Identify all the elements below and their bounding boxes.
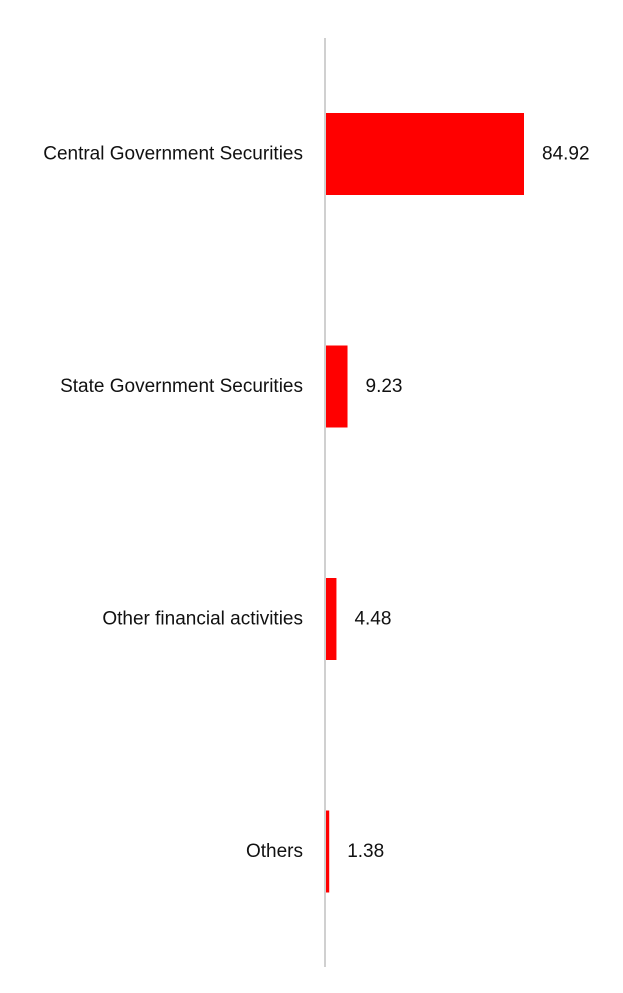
category-label-2: Other financial activities — [102, 609, 303, 630]
value-label-2: 4.48 — [354, 609, 391, 630]
category-label-3: Others — [246, 841, 303, 862]
category-labels-group: Central Government Securities State Gover… — [43, 144, 303, 863]
bar-1 — [326, 345, 348, 428]
category-label-0: Central Government Securities — [43, 144, 303, 165]
value-label-0: 84.92 — [542, 144, 590, 165]
bar-3 — [326, 810, 330, 893]
value-label-1: 9.23 — [366, 376, 403, 397]
value-label-3: 1.38 — [347, 841, 384, 862]
value-labels-group: 84.92 9.23 4.48 1.38 — [347, 144, 589, 863]
category-label-1: State Government Securities — [60, 376, 303, 397]
bars-group — [326, 113, 524, 893]
bar-0 — [326, 113, 524, 195]
bar-2 — [326, 578, 337, 660]
